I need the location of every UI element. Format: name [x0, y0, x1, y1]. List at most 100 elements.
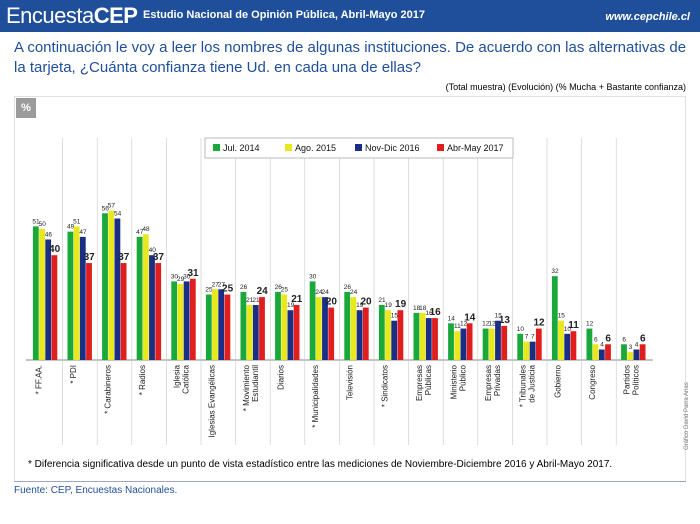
data-label: 7	[525, 334, 529, 341]
data-label: 18	[413, 305, 421, 312]
category-label: Públicas	[424, 365, 433, 395]
bar	[155, 263, 162, 360]
bar	[142, 234, 149, 360]
data-label: 29	[177, 276, 185, 283]
data-label: 25	[281, 287, 289, 294]
bar	[425, 318, 432, 360]
bar	[432, 318, 438, 360]
data-label: 12	[460, 321, 468, 328]
bar	[45, 239, 52, 360]
bar	[378, 304, 385, 360]
bar	[564, 333, 571, 360]
header-subtitle: Estudio Nacional de Opinión Pública, Abr…	[143, 9, 425, 21]
bar	[293, 304, 300, 360]
data-label: 4	[600, 342, 604, 349]
bar	[356, 310, 363, 360]
data-label: 21	[246, 297, 254, 304]
bar	[344, 291, 351, 360]
data-label: 27	[218, 281, 226, 288]
bar	[397, 310, 404, 360]
category-label: Políticos	[632, 365, 641, 395]
category-label: Estudiantil	[251, 365, 260, 402]
data-label: 21	[252, 297, 260, 304]
bar	[149, 255, 155, 360]
data-label: 26	[240, 284, 248, 291]
bar	[108, 210, 115, 360]
header-url[interactable]: www.cepchile.cl	[605, 11, 690, 23]
bar	[224, 294, 231, 360]
data-label: 14	[464, 312, 476, 323]
bar	[32, 226, 39, 360]
data-label: 15	[495, 313, 503, 320]
data-label: 56	[102, 205, 110, 212]
category-label: Ministerio	[450, 364, 459, 399]
bar	[315, 297, 322, 360]
category-label: * Movimiento	[242, 364, 251, 411]
source-text: Fuente: CEP, Encuestas Nacionales.	[14, 485, 178, 496]
legend-swatch	[355, 144, 362, 151]
category-label: * Carabineros	[104, 365, 113, 414]
bar	[460, 328, 467, 360]
bar	[639, 344, 646, 360]
category-label: Televisión	[346, 365, 355, 400]
chart-subtitle: (Total muestra) (Evolución) (% Mucha + B…	[445, 82, 686, 92]
data-label: 12	[533, 318, 545, 329]
bar	[551, 276, 558, 360]
data-label: 12	[586, 321, 594, 328]
bar	[523, 341, 530, 360]
bar	[501, 325, 508, 360]
category-label: Empresas	[484, 365, 493, 401]
bar	[246, 304, 253, 360]
legend-label: Ago. 2015	[295, 143, 336, 153]
legend-label: Nov-Dic 2016	[365, 143, 420, 153]
data-label: 19	[356, 302, 364, 309]
data-label: 11	[454, 323, 461, 330]
data-label: 30	[309, 273, 317, 280]
bar	[517, 333, 524, 360]
bar	[322, 297, 328, 360]
category-label: * Radios	[138, 365, 147, 395]
brand-logo: EncuestaCEP	[6, 3, 138, 29]
data-label: 6	[605, 333, 611, 344]
bar	[259, 297, 265, 360]
bar	[570, 331, 577, 360]
legend-swatch	[437, 144, 444, 151]
category-label: Diarios	[277, 365, 286, 390]
footnote: * Diferencia significativa desde un punt…	[28, 459, 613, 470]
bar	[627, 352, 634, 360]
category-label: Público	[459, 364, 468, 391]
data-label: 31	[187, 268, 199, 279]
bar	[482, 328, 489, 360]
data-label: 11	[568, 320, 579, 331]
percent-badge: %	[16, 98, 36, 118]
data-label: 40	[149, 247, 157, 254]
data-label: 19	[385, 302, 393, 309]
bar	[535, 328, 542, 360]
data-label: 6	[594, 336, 598, 343]
chart-credit: Gráfico David Parra Arias	[684, 382, 690, 450]
legend-swatch	[213, 144, 220, 151]
bar	[350, 297, 357, 360]
data-label: 10	[517, 326, 525, 333]
bar	[328, 307, 335, 360]
data-label: 24	[315, 289, 323, 296]
category-label: * Municipalidades	[311, 365, 320, 428]
data-label: 47	[79, 229, 87, 236]
category-label: de Justicia	[528, 364, 537, 402]
bar	[309, 281, 316, 360]
data-label: 57	[108, 203, 116, 210]
bar	[212, 289, 218, 360]
category-label: Iglesias Evangélicas	[207, 365, 216, 437]
legend-label: Abr-May 2017	[447, 143, 504, 153]
data-label: 14	[448, 315, 456, 322]
bar	[419, 312, 426, 360]
data-label: 46	[45, 231, 53, 238]
data-label: 16	[425, 310, 433, 317]
data-label: 54	[114, 211, 122, 218]
header-bar: EncuestaCEP Estudio Nacional de Opinión …	[0, 0, 700, 32]
bar	[218, 289, 225, 360]
bar	[413, 312, 420, 360]
data-label: 12	[488, 321, 496, 328]
bar	[586, 328, 593, 360]
category-label: * FF.AA.	[34, 365, 43, 394]
